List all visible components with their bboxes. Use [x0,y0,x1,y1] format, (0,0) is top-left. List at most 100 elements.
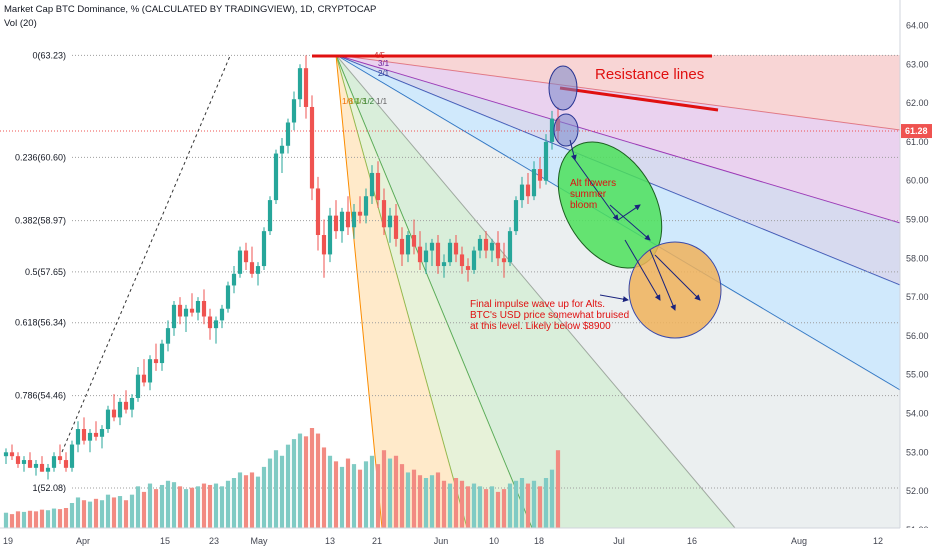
candle-body [291,99,297,123]
candle-body [321,235,327,255]
volume-bar [465,486,471,528]
candle-body [363,196,369,216]
volume-bar [309,428,315,528]
candle-body [165,328,171,344]
fan-zone [336,55,532,528]
candle-body [249,262,255,274]
volume-bar [177,486,183,528]
volume-bar [291,439,297,528]
path-arrow [649,249,676,311]
volume-bar [483,489,489,528]
time-tick-label: 13 [325,536,335,546]
volume-indicator-label: Vol (20) [4,18,37,29]
volume-bar [321,447,327,528]
candle-body [279,145,285,154]
path-arrow [624,239,661,301]
volume-bar [501,489,507,528]
volume-bar [459,480,465,528]
volume-bar [105,494,111,528]
time-tick-label: Jun [434,536,449,546]
volume-bar [513,480,519,528]
volume-bar [147,483,153,528]
price-tick-label: 61.00 [906,137,929,147]
volume-bar [27,510,33,528]
fan-label: 1/2 [363,97,375,106]
fan-label: 1/8 [342,97,354,106]
volume-bar [249,472,255,528]
price-tick-label: 58.00 [906,253,929,263]
candle-body [219,308,225,321]
candle-body [21,460,27,464]
fan-zone [336,55,467,528]
volume-bar [75,497,81,528]
volume-bar [231,478,237,528]
candle-body [387,215,393,228]
candle-body [483,238,489,251]
time-tick-label: 16 [687,536,697,546]
volume-bar [333,461,339,528]
volume-bar [189,487,195,528]
volume-bar [471,483,477,528]
volume-bars [3,428,561,528]
candle-body [69,444,75,468]
candle-body [315,188,321,236]
fan-zone [336,55,900,528]
volume-bar [81,500,87,528]
candle-body [81,429,87,441]
candle-body [303,68,309,107]
highlight-ellipse [553,113,579,147]
volume-bar [495,491,501,528]
candle-body [105,409,111,430]
volume-bar [441,480,447,528]
volume-bar [159,484,165,528]
candle-body [75,429,81,445]
annotation-alt-flowers: summer [570,189,607,200]
price-axis-background [900,0,932,550]
candle-body [417,246,423,263]
volume-bar [33,511,39,528]
candle-body [435,242,441,267]
candle-body [183,308,189,317]
candle-body [441,262,447,267]
time-axis-background [0,528,932,550]
volume-bar [387,458,393,528]
candle-body [9,452,15,457]
volume-bar [183,489,189,528]
candle-body [429,242,435,251]
price-tick-label: 53.00 [906,447,929,457]
volume-bar [117,496,123,528]
volume-bar [213,483,219,528]
candle-body [489,242,495,251]
candle-body [309,106,315,189]
candle-body [129,397,135,410]
candle-body [189,308,195,313]
volume-bar [315,433,321,528]
fan-line [335,54,901,131]
candle-body [141,374,147,383]
candle-body [117,401,123,418]
volume-bar [411,469,417,528]
time-tick-label: 23 [209,536,219,546]
volume-bar [129,494,135,528]
volume-bar [255,476,261,528]
volume-bar [555,450,561,528]
candle-body [15,456,21,464]
candle-body [147,359,153,383]
pointer-arrow [599,294,629,303]
fib-level-label: 0.382(58.97) [15,216,66,226]
volume-bar [63,508,69,528]
volume-bar [303,436,309,528]
price-axis: 64.00 63.00 62.00 61.00 60.00 59.00 58.00 57.00… [899,0,932,550]
volume-bar [399,464,405,528]
time-tick-label: 18 [534,536,544,546]
annotation-final-impulse: at this level. Likely below $8900 [470,321,611,332]
fan-line [335,54,533,529]
volume-bar [225,480,231,528]
candle-body [537,169,543,181]
volume-bar [477,486,483,528]
volume-bar [21,511,27,528]
orange-zone-ellipse [628,241,722,339]
candle-body [453,242,459,255]
volume-bar [381,450,387,528]
